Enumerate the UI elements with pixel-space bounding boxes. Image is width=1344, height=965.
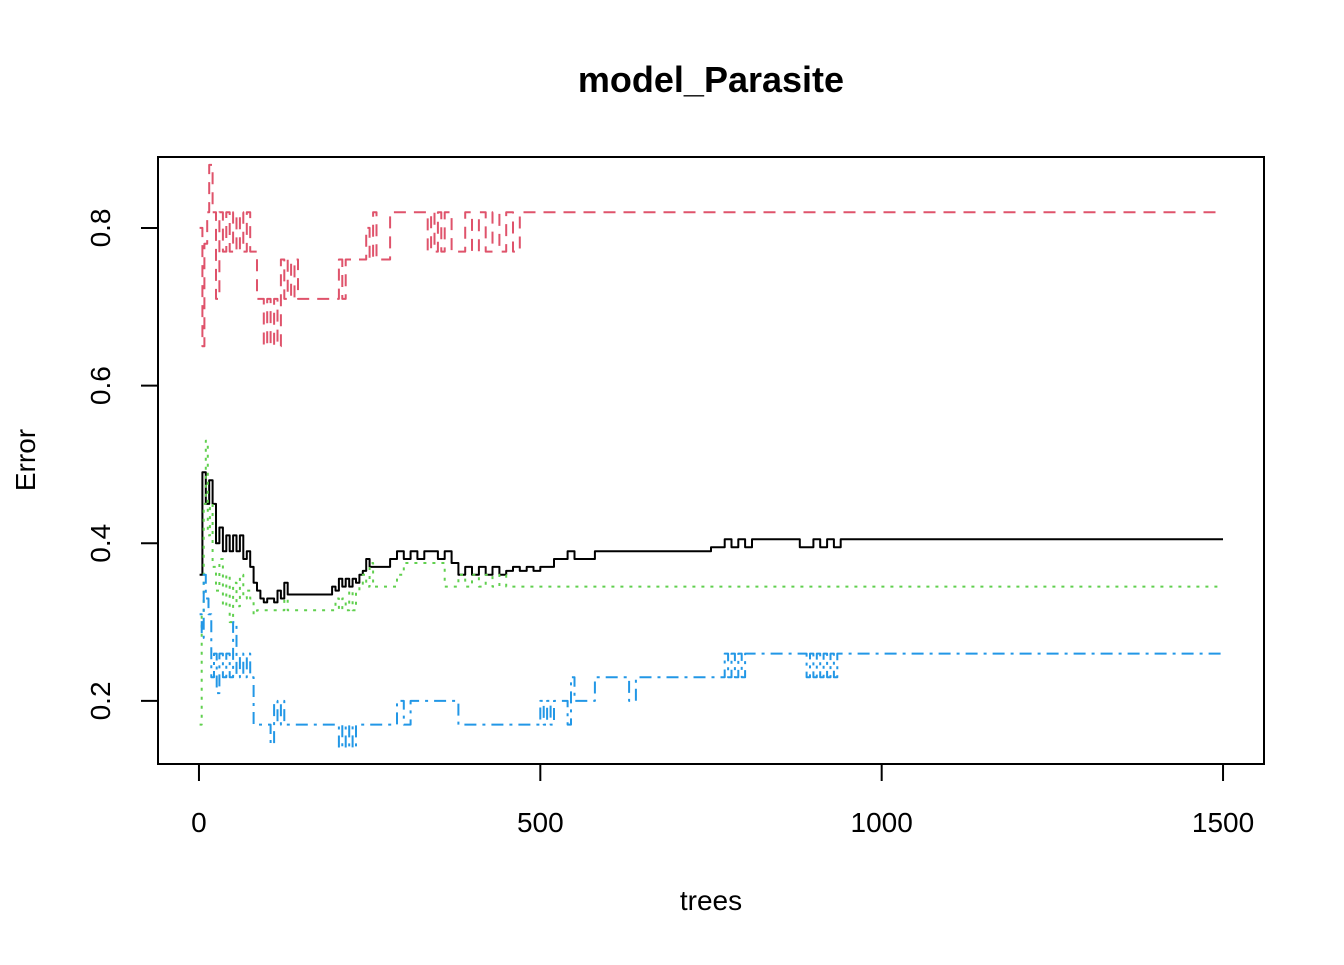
y-tick-label: 0.8 <box>85 208 116 247</box>
series-line-3 <box>199 439 1223 726</box>
x-tick-label: 500 <box>517 807 564 838</box>
series-line-4 <box>199 573 1223 750</box>
x-tick-label: 0 <box>191 807 207 838</box>
series-line-2 <box>199 163 1223 348</box>
x-tick-label: 1000 <box>851 807 913 838</box>
y-tick-label: 0.6 <box>85 366 116 405</box>
y-axis-label: Error <box>10 429 41 491</box>
y-tick-label: 0.4 <box>85 524 116 563</box>
x-axis-label: trees <box>680 885 742 916</box>
chart-title: model_Parasite <box>578 59 844 100</box>
y-tick-label: 0.2 <box>85 681 116 720</box>
series-line-1 <box>199 471 1223 604</box>
x-tick-label: 1500 <box>1192 807 1254 838</box>
y-axis: 0.2 0.4 0.6 0.8 <box>85 208 159 720</box>
series-layer <box>199 163 1223 750</box>
x-axis: 0 500 1000 1500 <box>191 763 1254 838</box>
